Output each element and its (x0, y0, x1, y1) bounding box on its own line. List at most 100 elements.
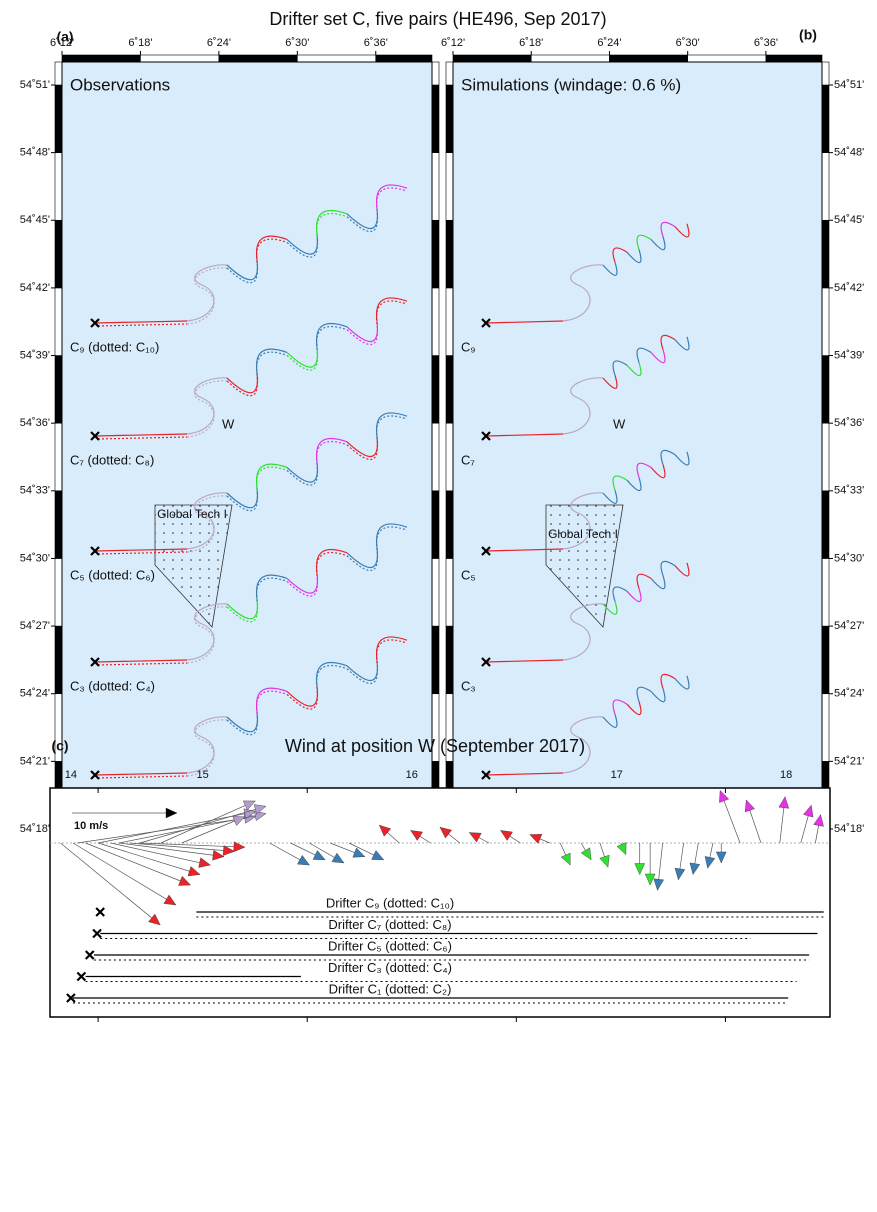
trajectory (97, 775, 188, 779)
trajectory (315, 437, 348, 462)
wind-arrow (129, 842, 235, 856)
arrow-head (198, 857, 211, 868)
trajectory (186, 267, 228, 325)
y-tick-label: 54˚33' (20, 485, 50, 497)
deploy-cross (481, 770, 491, 780)
trajectory (375, 300, 408, 325)
x-tick-label: 14 (65, 769, 77, 781)
arrow-head (222, 845, 235, 856)
trajectory (94, 320, 188, 324)
trajectory (186, 380, 228, 438)
deploy-cross (481, 546, 491, 556)
arrow-head (378, 824, 392, 837)
wind-arrow (269, 842, 310, 866)
deploy-cross (90, 770, 100, 780)
wind-arrow (72, 807, 178, 819)
y-tick-label: 54˚27' (20, 620, 50, 632)
wind-arrow (634, 843, 646, 875)
frame-bar (431, 422, 440, 492)
arrow-head (744, 799, 755, 813)
frame-bar (821, 355, 830, 424)
arrow-head (148, 913, 161, 926)
wind-arrow (744, 799, 762, 844)
trajectory (94, 548, 188, 552)
x-tick-label: 17 (611, 769, 623, 781)
wind-stick (72, 842, 177, 906)
x-tick-label: 6˚18' (128, 37, 152, 49)
trajectory (626, 362, 642, 377)
frame-bar (445, 287, 454, 356)
x-tick-label: 6˚36' (754, 37, 778, 49)
wind-arrow (348, 842, 385, 861)
frame-bar (54, 152, 63, 221)
arrow-head (715, 851, 727, 864)
trajectory (650, 464, 666, 479)
trajectory (650, 236, 666, 251)
trajectory (602, 490, 618, 504)
trajectory (375, 412, 408, 437)
x-tick-label: 6˚12' (441, 37, 465, 49)
map-background (453, 62, 822, 829)
wind-stick (85, 842, 191, 886)
arrow-head (803, 804, 814, 818)
wind-farm-label: Global Tech I (157, 507, 227, 521)
trajectory (315, 548, 348, 573)
trajectory (375, 636, 408, 661)
wind-arrow (559, 842, 571, 866)
trajectory (562, 716, 604, 774)
frame-bar (765, 54, 823, 63)
frame-bar (297, 54, 377, 63)
deploy-cross (66, 993, 76, 1003)
trajectory (375, 415, 408, 440)
drifter-label: C₉ (461, 339, 476, 354)
wind-arrow (160, 800, 256, 844)
frame-bar (54, 422, 63, 492)
trajectory (286, 575, 319, 597)
frame-bar (54, 61, 63, 86)
arrow-head (468, 832, 482, 843)
arrow-head (242, 800, 256, 811)
arrow-head (778, 796, 790, 809)
trajectory (286, 236, 319, 258)
wind-arrow (715, 843, 727, 864)
trajectory (94, 772, 188, 776)
trajectory (315, 209, 348, 234)
frame-bar (61, 54, 141, 63)
frame-bar (54, 287, 63, 356)
trajectory (636, 573, 652, 589)
drifter-label: C₅ (461, 567, 476, 582)
trajectory (674, 562, 690, 577)
trajectory (485, 659, 564, 663)
arrow-head (243, 808, 257, 819)
trajectory (612, 360, 628, 376)
arrow-head (253, 804, 267, 815)
frame-bar (445, 625, 454, 695)
arrow-head (580, 847, 592, 861)
frame-bar (452, 54, 532, 63)
wind-arrow (704, 842, 716, 869)
frame-bar (821, 693, 830, 762)
panel-title: Wind at position W (September 2017) (285, 736, 585, 756)
y-tick-label: 54˚48' (20, 147, 50, 159)
trajectory (674, 675, 690, 690)
trajectory (375, 526, 408, 551)
drifter-label: C₇ (dotted: C₈) (70, 452, 154, 467)
trajectory (97, 662, 188, 666)
wind-arrow (500, 830, 521, 844)
y-tick-label: 54˚24' (20, 688, 50, 700)
deploy-cross (76, 971, 87, 982)
trajectory (602, 601, 618, 615)
arrow-head (178, 875, 191, 886)
frame-bar (445, 219, 454, 289)
trajectory (626, 588, 642, 603)
deploy-cross (90, 318, 100, 328)
frame-bar (431, 84, 440, 153)
frame-bar (821, 219, 830, 289)
arrow-head (297, 854, 310, 866)
drifter-label: Drifter C₉ (dotted: C₁₀) (326, 895, 454, 910)
trajectory (650, 349, 666, 364)
trajectory (255, 687, 288, 712)
trajectory (562, 377, 604, 435)
frame-bar (445, 84, 454, 153)
